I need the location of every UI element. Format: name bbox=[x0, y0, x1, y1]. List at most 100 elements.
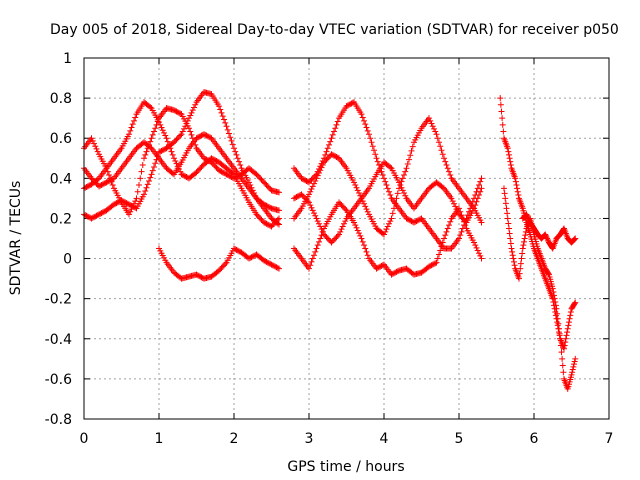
data-point bbox=[311, 210, 317, 217]
data-point bbox=[474, 247, 481, 254]
data-point bbox=[308, 204, 315, 211]
data-point bbox=[308, 258, 315, 265]
data-point bbox=[92, 143, 99, 150]
data-point bbox=[391, 205, 397, 212]
x-tick-label: 7 bbox=[605, 431, 614, 447]
data-point bbox=[222, 119, 229, 126]
data-point bbox=[384, 223, 391, 230]
data-point bbox=[559, 362, 566, 369]
data-point bbox=[437, 247, 444, 254]
data-point bbox=[557, 342, 564, 349]
data-point bbox=[571, 361, 577, 368]
data-point bbox=[387, 218, 394, 225]
data-point bbox=[359, 238, 366, 245]
data-point bbox=[151, 128, 157, 135]
data-point bbox=[359, 114, 366, 121]
data-point bbox=[139, 161, 146, 168]
data-point bbox=[572, 299, 579, 306]
data-point bbox=[219, 113, 226, 120]
data-point bbox=[154, 118, 161, 125]
data-point bbox=[516, 270, 523, 277]
data-point bbox=[153, 121, 160, 128]
data-point bbox=[433, 131, 440, 138]
data-point bbox=[236, 158, 242, 165]
data-point bbox=[354, 187, 361, 194]
data-point bbox=[499, 115, 506, 122]
data-point bbox=[276, 265, 282, 272]
data-point bbox=[434, 135, 441, 142]
data-point bbox=[560, 369, 567, 376]
data-point bbox=[142, 151, 149, 158]
data-point bbox=[567, 309, 574, 316]
data-point bbox=[328, 135, 335, 142]
data-point bbox=[566, 315, 573, 322]
data-point bbox=[448, 195, 455, 202]
data-point bbox=[217, 106, 224, 113]
data-point bbox=[521, 238, 527, 245]
data-point bbox=[402, 168, 409, 175]
data-point bbox=[524, 212, 531, 219]
y-tick-label: 0.6 bbox=[50, 131, 72, 147]
data-point bbox=[544, 236, 551, 243]
data-point bbox=[434, 255, 441, 262]
data-point bbox=[386, 220, 392, 227]
data-point bbox=[516, 275, 522, 282]
data-point bbox=[168, 148, 175, 155]
data-point bbox=[442, 158, 449, 165]
data-point bbox=[186, 115, 192, 122]
data-point bbox=[276, 189, 282, 196]
series-track-2 bbox=[81, 99, 282, 230]
data-point bbox=[558, 349, 565, 356]
data-point bbox=[316, 169, 322, 176]
data-point bbox=[188, 109, 195, 116]
data-point bbox=[398, 184, 405, 191]
data-point bbox=[404, 160, 411, 167]
y-tick-label: 0.4 bbox=[50, 171, 72, 187]
data-point bbox=[504, 210, 511, 217]
data-point bbox=[433, 259, 440, 266]
data-point bbox=[471, 239, 477, 246]
data-point bbox=[356, 230, 362, 237]
data-point bbox=[542, 231, 549, 238]
series-track-5 bbox=[156, 245, 282, 282]
data-point bbox=[454, 208, 461, 215]
data-point bbox=[477, 188, 484, 195]
data-point bbox=[276, 207, 282, 214]
data-point bbox=[94, 148, 101, 155]
data-point bbox=[506, 225, 512, 232]
data-point bbox=[511, 262, 518, 269]
chart-title: Day 005 of 2018, Sidereal Day-to-day VTE… bbox=[50, 22, 619, 38]
data-point bbox=[309, 183, 316, 190]
data-point bbox=[504, 145, 511, 152]
y-tick-label: -0.8 bbox=[45, 412, 72, 428]
data-point bbox=[229, 141, 236, 148]
data-point bbox=[126, 131, 132, 138]
data-point bbox=[386, 188, 392, 195]
data-point bbox=[147, 138, 154, 145]
data-point bbox=[93, 145, 100, 152]
data-point bbox=[223, 123, 230, 130]
data-point bbox=[137, 175, 144, 182]
data-point bbox=[457, 232, 464, 239]
data-point bbox=[478, 255, 485, 262]
data-point bbox=[407, 152, 414, 159]
data-point bbox=[472, 242, 479, 249]
data-point bbox=[511, 258, 517, 265]
data-point bbox=[338, 226, 345, 233]
data-point bbox=[552, 299, 559, 306]
data-point bbox=[312, 212, 319, 219]
data-point bbox=[444, 165, 451, 172]
data-point bbox=[147, 104, 154, 111]
data-point bbox=[311, 180, 317, 187]
data-point bbox=[476, 182, 482, 189]
data-point bbox=[569, 366, 576, 373]
data-point bbox=[152, 160, 159, 167]
x-axis-label: GPS time / hours bbox=[287, 459, 404, 475]
data-point bbox=[478, 175, 485, 182]
data-point bbox=[477, 178, 484, 185]
data-point bbox=[231, 145, 237, 152]
data-point bbox=[109, 182, 116, 189]
data-point bbox=[510, 255, 517, 262]
data-point bbox=[304, 198, 311, 205]
data-point bbox=[336, 231, 342, 238]
